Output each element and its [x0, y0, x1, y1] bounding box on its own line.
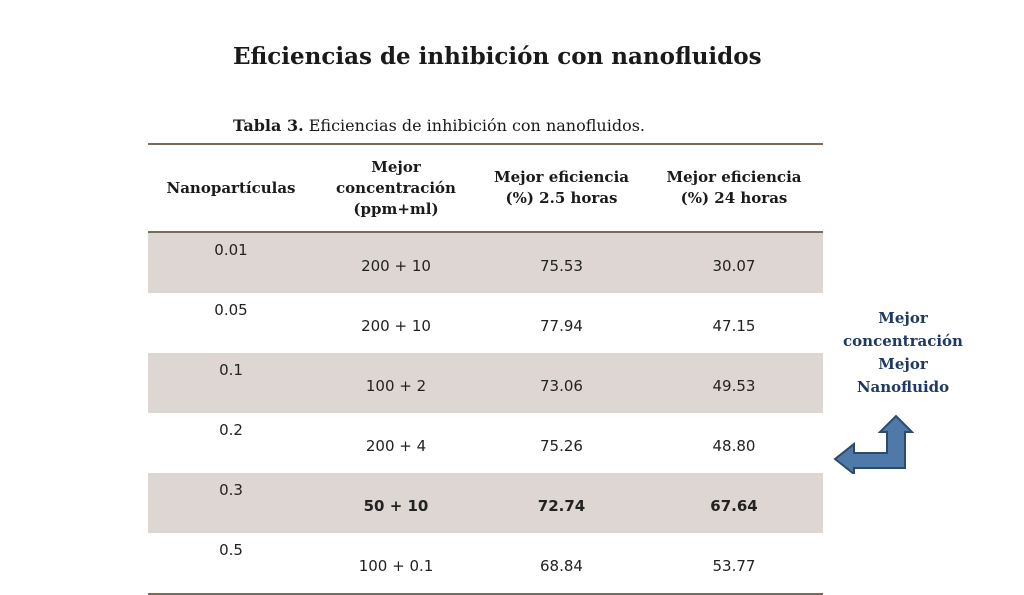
cell-concentration: 50 + 10	[314, 473, 478, 533]
table-caption: Tabla 3. Eficiencias de inhibición con n…	[233, 116, 645, 135]
bent-arrow-left-icon	[833, 414, 914, 474]
cell-efficiency-2-5h: 73.06	[478, 353, 645, 413]
cell-nanoparticles: 0.5	[219, 541, 243, 559]
table-row-highlighted: 0.3 50 + 10 72.74 67.64	[148, 473, 823, 533]
slide-title: Eficiencias de inhibición con nanofluido…	[233, 43, 762, 70]
efficiency-table: Nanopartículas Mejor concentración (ppm+…	[148, 143, 823, 595]
annotation-line: concentración	[843, 332, 963, 350]
table-caption-text: Eficiencias de inhibición con nanofluido…	[303, 116, 645, 135]
annotation-line: Mejor	[878, 355, 928, 373]
table-header-row: Nanopartículas Mejor concentración (ppm+…	[148, 144, 823, 233]
cell-efficiency-2-5h: 72.74	[478, 473, 645, 533]
table-row: 0.2 200 + 4 75.26 48.80	[148, 413, 823, 473]
table-row: 0.01 200 + 10 75.53 30.07	[148, 232, 823, 293]
cell-concentration: 100 + 2	[314, 353, 478, 413]
best-nanofluid-annotation: Mejor concentración Mejor Nanofluido	[836, 307, 970, 399]
cell-efficiency-24h: 53.77	[712, 557, 756, 575]
cell-concentration: 100 + 0.1	[358, 557, 434, 575]
cell-efficiency-2-5h: 68.84	[540, 557, 583, 575]
cell-efficiency-2-5h: 77.94	[540, 317, 583, 335]
bent-arrow-shape	[833, 414, 914, 474]
cell-efficiency-24h: 67.64	[645, 473, 823, 533]
cell-nanoparticles: 0.3	[148, 473, 314, 533]
annotation-line: Mejor	[878, 309, 928, 327]
cell-efficiency-24h: 49.53	[645, 353, 823, 413]
cell-efficiency-24h: 47.15	[712, 317, 756, 335]
table-row: 0.1 100 + 2 73.06 49.53	[148, 353, 823, 413]
header-efficiency-24h: Mejor eficiencia (%) 24 horas	[645, 144, 823, 233]
header-best-concentration: Mejor concentración (ppm+ml)	[314, 144, 478, 233]
annotation-line: Nanofluido	[856, 378, 950, 396]
cell-efficiency-2-5h: 75.53	[478, 232, 645, 293]
cell-efficiency-24h: 30.07	[645, 232, 823, 293]
cell-concentration: 200 + 4	[365, 437, 427, 455]
cell-nanoparticles: 0.01	[148, 232, 314, 293]
header-nanoparticles: Nanopartículas	[148, 144, 314, 233]
cell-concentration: 200 + 10	[314, 232, 478, 293]
cell-nanoparticles: 0.05	[214, 301, 248, 319]
table-row: 0.05 200 + 10 77.94 47.15	[148, 293, 823, 353]
cell-efficiency-24h: 48.80	[712, 437, 756, 455]
cell-concentration: 200 + 10	[361, 317, 431, 335]
cell-efficiency-2-5h: 75.26	[540, 437, 583, 455]
table-row: 0.5 100 + 0.1 68.84 53.77	[148, 533, 823, 594]
cell-nanoparticles: 0.2	[219, 421, 243, 439]
table-caption-label: Tabla 3.	[233, 116, 304, 135]
cell-nanoparticles: 0.1	[148, 353, 314, 413]
header-efficiency-2-5h: Mejor eficiencia (%) 2.5 horas	[478, 144, 645, 233]
